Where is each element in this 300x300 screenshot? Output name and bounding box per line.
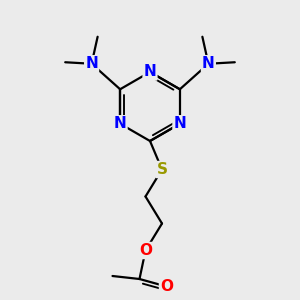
Text: N: N (85, 56, 98, 71)
Text: S: S (157, 162, 167, 177)
Text: N: N (173, 116, 186, 131)
Text: N: N (202, 56, 215, 71)
Text: N: N (144, 64, 156, 80)
Text: N: N (114, 116, 127, 131)
Text: O: O (160, 279, 173, 294)
Text: O: O (139, 243, 152, 258)
